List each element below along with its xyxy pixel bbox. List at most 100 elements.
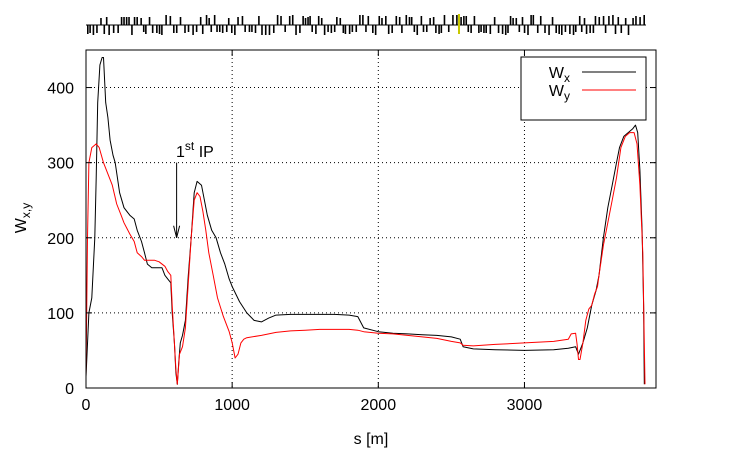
lattice-magnet [435,25,437,33]
lattice-marker [458,14,460,34]
y-tick-label: 400 [47,81,74,98]
lattice-magnet [410,17,413,25]
lattice-magnet [344,25,347,34]
lattice-magnet [213,15,216,25]
lattice-magnet [422,25,425,32]
lattice-magnet [169,16,172,25]
lattice-magnet [617,17,620,25]
lattice-magnet [133,17,136,25]
legend-label-wx: Wx [549,65,570,85]
lattice-magnet [440,25,443,33]
series-lines [85,57,646,385]
lattice-magnet [355,25,358,32]
lattice-magnet [602,16,605,25]
lattice-magnet [564,25,567,32]
lattice-magnet [551,17,554,25]
lattice-magnet [372,25,374,33]
lattice-magnet [438,25,440,34]
lattice-magnet [205,15,208,25]
lattice-magnet [425,25,428,32]
lattice-magnet [558,25,560,34]
lattice-magnet [643,15,645,25]
lattice-magnet [151,25,154,33]
lattice-magnet [374,25,377,35]
lattice-magnet [248,25,251,32]
lattice-magnet [489,25,492,34]
lattice-magnet [291,15,294,25]
lattice-magnet [632,18,634,25]
y-axis-ticks: 0 100 200 300 400 [47,81,656,398]
lattice-magnet [320,18,323,25]
lattice-magnet [307,17,309,25]
y-tick-label: 200 [47,231,74,248]
lattice-magnet [465,16,468,25]
lattice-magnet [521,17,524,25]
lattice-magnet [156,25,158,33]
first-ip-annotation: 1st IP [173,139,214,238]
x-axis-label: s [m] [354,431,389,448]
x-tick-label: 2000 [361,397,397,414]
lattice-magnet [112,25,115,33]
lattice-magnet [103,25,106,34]
lattice-magnet [429,18,431,25]
lattice-magnet [120,17,123,25]
lattice-magnet [585,25,588,34]
lattice-magnet [145,25,147,34]
lattice-magnet [199,17,202,25]
x-tick-label: 0 [82,397,91,414]
y-tick-label: 300 [47,156,74,173]
lattice-magnet [530,15,532,25]
lattice-magnet [507,25,509,33]
lattice-magnet [105,17,108,25]
lattice-magnet [478,25,480,33]
lattice-magnet [100,18,102,25]
lattice-magnet [192,25,194,35]
lattice-magnet [309,16,311,25]
lattice-magnet [362,15,364,25]
lattice-magnet [348,25,351,34]
lattice-magnet [251,25,253,32]
lattice-magnet [612,15,614,25]
lattice-magnet [195,25,198,32]
lattice-magnet [456,15,458,25]
y-tick-label: 100 [47,306,74,323]
lattice-magnet [172,25,175,33]
legend-label-wy: Wy [549,83,570,103]
lattice-magnet [165,15,167,25]
lattice-magnet [470,25,472,33]
lattice-magnet [580,25,583,32]
lattice-magnet [218,25,221,32]
lattice-magnet [158,25,161,34]
lattice-magnet [555,25,557,33]
lattice-magnet [620,25,623,33]
lattice-magnet [323,25,326,35]
lattice-magnet [359,15,361,25]
lattice-magnet [227,18,230,25]
grid [86,50,656,388]
lattice-magnet [131,25,133,35]
legend: Wx Wy [520,56,647,121]
lattice-magnet [627,25,630,35]
lattice-magnet [635,16,637,25]
lattice-magnet [302,16,304,25]
legend-box [520,56,647,121]
lattice-magnet [208,18,210,25]
lattice-magnet [315,25,317,34]
lattice-magnet [244,25,246,32]
series-line-wy [85,132,646,385]
lattice-magnet [123,17,125,25]
lattice-magnet [254,25,257,33]
lattice-magnet [467,25,470,32]
lattice-magnet [317,16,320,25]
lattice-magnet [108,25,110,35]
lattice-magnet [420,16,423,25]
lattice-magnet [241,16,244,25]
lattice-magnet [608,16,610,25]
first-ip-label: 1st IP [176,139,214,161]
lattice-magnet [187,25,190,32]
lattice-magnet [284,25,286,32]
lattice-magnet [230,25,233,33]
lattice-magnet [276,15,279,25]
lattice-magnet [237,17,239,25]
